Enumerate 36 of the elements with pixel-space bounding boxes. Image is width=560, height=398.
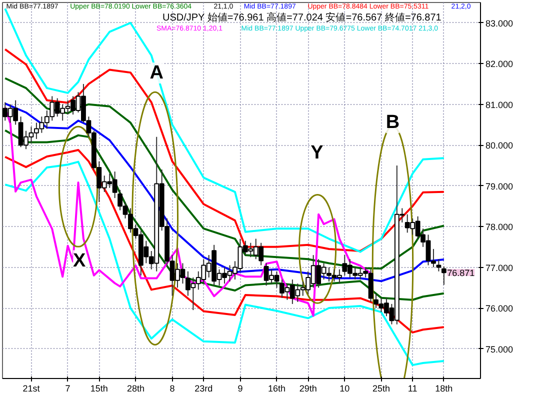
x-tick-label: 23rd xyxy=(194,384,213,394)
x-tick-label: 15th xyxy=(90,384,108,394)
y-tick-label: 75.000 xyxy=(486,344,514,354)
x-tick-label: 18th xyxy=(435,384,453,394)
y-tick-label: 79.000 xyxy=(486,181,514,192)
line-series xyxy=(4,129,445,301)
x-tick-label: 9 xyxy=(238,384,243,394)
line-series xyxy=(4,102,445,282)
x-tick-label: 10 xyxy=(340,384,350,394)
annotation: A xyxy=(150,62,164,84)
y-tick-label: 81.000 xyxy=(486,100,514,110)
annotation: Y xyxy=(310,142,324,164)
x-tick-label: 25th xyxy=(372,384,390,394)
line-series xyxy=(4,48,445,252)
x-tick-label: 21st xyxy=(22,384,40,394)
x-tick-label: 7 xyxy=(65,384,70,394)
candlestick xyxy=(441,266,446,286)
line-series xyxy=(4,106,372,317)
annotation: 76.871 xyxy=(447,268,475,278)
y-tick-label: 82.000 xyxy=(486,59,514,70)
x-tick-label: 8 xyxy=(170,384,175,394)
y-tick-label: 76.000 xyxy=(486,304,514,314)
x-tick-label: 29th xyxy=(299,384,317,394)
candlestick xyxy=(436,258,442,272)
annotation: B xyxy=(386,112,400,134)
y-tick-label: 80.000 xyxy=(486,140,514,151)
line-series xyxy=(4,77,445,270)
x-tick-label: 11 xyxy=(408,384,418,394)
y-tick-label: 78.000 xyxy=(486,222,514,232)
y-tick-label: 77.000 xyxy=(486,262,514,273)
y-tick-label: 83.000 xyxy=(486,18,514,28)
x-tick-label: 28th xyxy=(126,384,144,394)
x-tick-label: 16th xyxy=(268,384,286,394)
annotation: USD/JPY 始値=76.961 高値=77.024 安値=76.567 終値=76.871 xyxy=(162,12,442,24)
annotation: X xyxy=(72,250,86,272)
line-series xyxy=(4,160,445,366)
